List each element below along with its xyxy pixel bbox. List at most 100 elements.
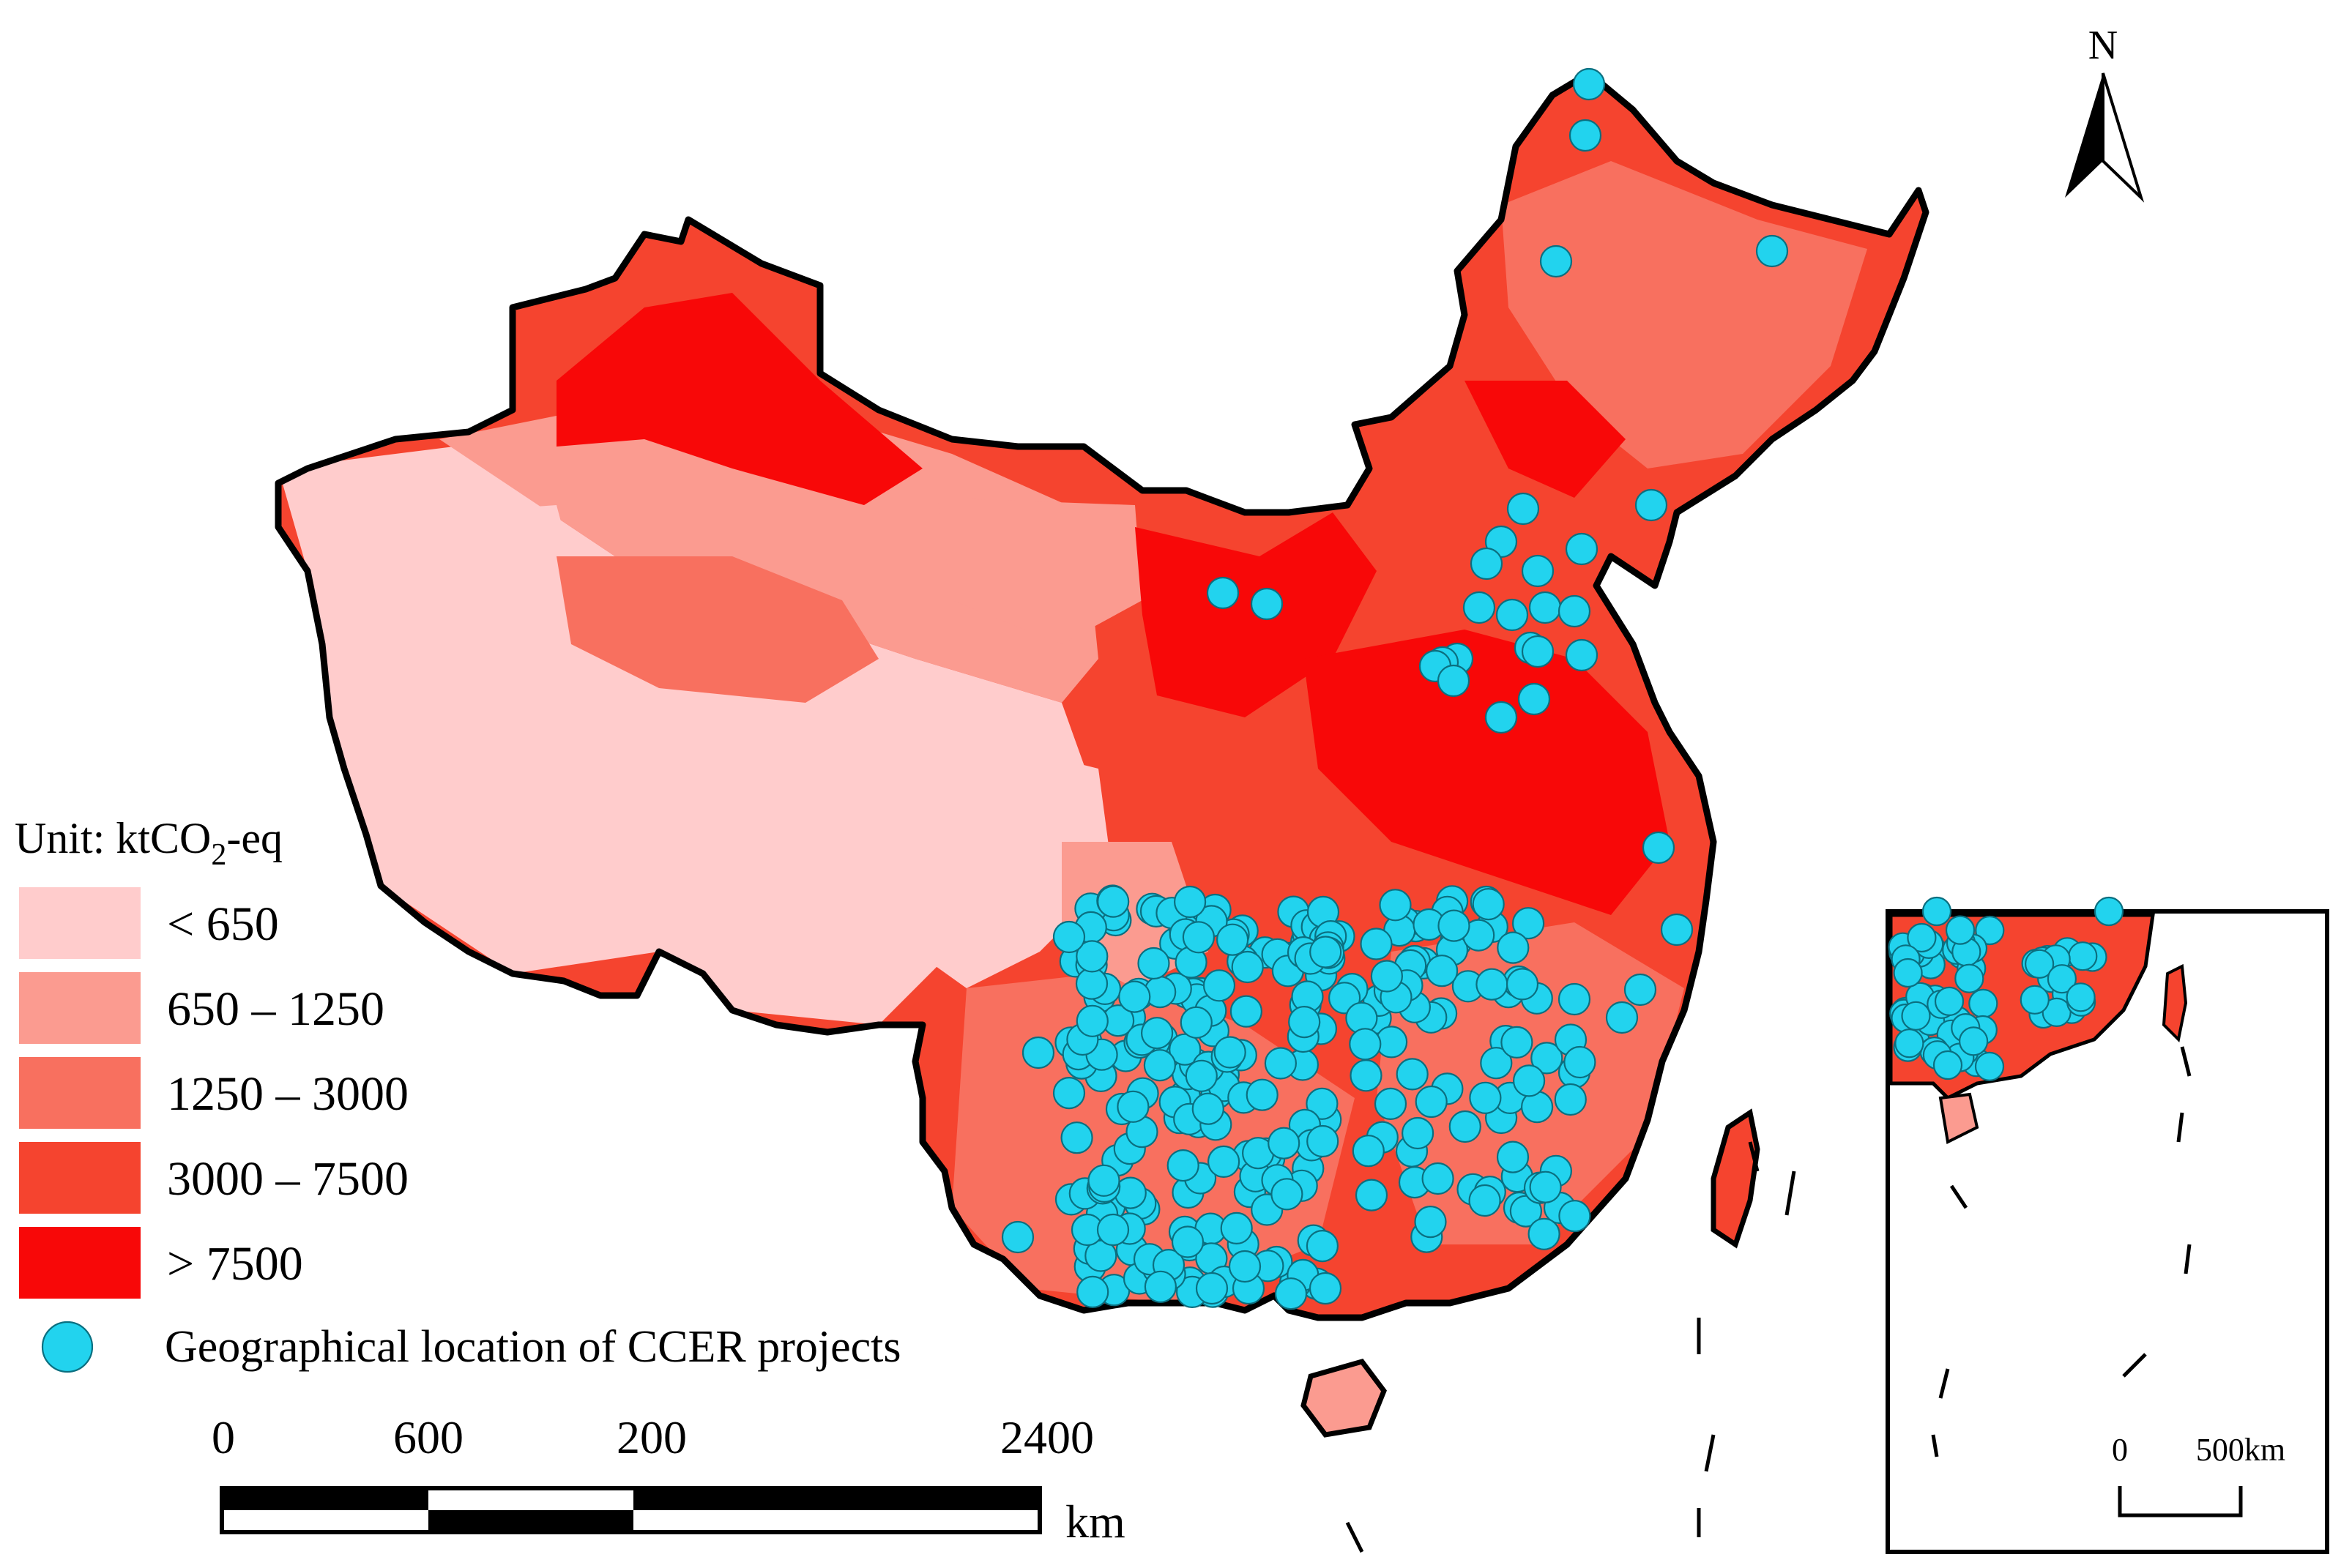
region-xinjiang-north-high [557, 293, 923, 505]
island-taiwan [1711, 1108, 1760, 1249]
ccer-project-point [1207, 1145, 1240, 1179]
ccer-project-point [1229, 995, 1263, 1028]
ccer-project-point [1521, 635, 1555, 668]
inset-ccer-project-point [1959, 1026, 1989, 1056]
ccer-project-point [1021, 1036, 1055, 1069]
ccer-project-point [1506, 968, 1539, 1001]
scale-bar: 0 600 200 2400 km [212, 1411, 1125, 1548]
inset-scale-bar [2118, 1486, 2243, 1517]
legend-class-label-2: 1250 – 3000 [167, 1067, 409, 1121]
legend-point-symbol [41, 1321, 94, 1373]
ccer-project-point [1171, 1225, 1205, 1258]
ccer-project-point [1220, 1212, 1253, 1245]
ccer-project-point [1180, 1006, 1213, 1039]
ccer-project-point [1052, 1076, 1086, 1110]
legend-point-label: Geographical location of CCER projects [165, 1322, 901, 1372]
inset-ccer-project-point [1893, 957, 1923, 988]
ccer-project-point [1370, 960, 1404, 993]
legend-class-label-3: 3000 – 7500 [167, 1152, 409, 1206]
ccer-project-point [1270, 1178, 1303, 1211]
ccer-project-point [1169, 1033, 1202, 1066]
ccer-project-point [1425, 955, 1459, 988]
scale-tick-1: 600 [393, 1411, 464, 1463]
ccer-project-point [1415, 1085, 1448, 1119]
inset-ccer-project-point [1968, 988, 1998, 1019]
ccer-project-point [1605, 1001, 1639, 1034]
ccer-project-point [1250, 587, 1284, 621]
legend-swatch-3 [19, 1142, 141, 1214]
ccer-project-point [1414, 1205, 1447, 1239]
ccer-project-point [1557, 594, 1591, 628]
inset-ccer-project-point [1945, 915, 1976, 945]
ccer-project-point [1349, 1028, 1382, 1061]
ccer-project-point [1144, 1270, 1177, 1303]
scale-tick-3: 2400 [1000, 1411, 1094, 1463]
scale-tick-0: 0 [212, 1411, 235, 1463]
ccer-project-point [1352, 1135, 1385, 1168]
ccer-project-point [1527, 1217, 1560, 1250]
inset-scale-tick-0: 0 [2112, 1432, 2128, 1468]
ccer-project-point [1096, 1213, 1130, 1247]
islands-layer [1300, 1108, 1796, 1553]
ccer-project-point [1118, 980, 1151, 1013]
ccer-project-point [1495, 598, 1529, 632]
ccer-project-point [1306, 1229, 1339, 1263]
ccer-project-point [1572, 67, 1606, 101]
ccer-project-point [1554, 1083, 1587, 1116]
ccer-project-point [1437, 664, 1470, 698]
inset-hainan [1938, 1092, 1979, 1144]
ccer-project-point [1350, 1059, 1382, 1092]
ccer-project-point [1076, 1004, 1109, 1037]
inset-ccer-project-point [2042, 997, 2072, 1028]
ccer-project-point [1355, 1179, 1388, 1212]
ccer-project-point [1634, 488, 1668, 522]
ccer-project-point [1228, 1250, 1262, 1283]
ccer-project-point [1360, 927, 1393, 960]
ccer-project-points [1001, 67, 1789, 1310]
ccer-project-point [1075, 967, 1109, 1000]
ccer-project-point [1512, 907, 1545, 940]
ccer-project-point [1191, 1092, 1224, 1125]
scale-bar-segment-1 [222, 1488, 428, 1510]
inset-ccer-project-point [1921, 896, 1952, 927]
region-west-mid [439, 395, 1098, 703]
legend-swatch-0 [19, 887, 141, 959]
ccer-project-point [1374, 1087, 1407, 1121]
ccer-project-point [1001, 1220, 1035, 1254]
scale-bar-segment-2 [428, 1510, 633, 1532]
ccer-project-point [1565, 638, 1598, 672]
north-arrow: N [2065, 23, 2145, 203]
inset-ccer-project-point [1954, 963, 1984, 993]
legend-unit-label: Unit: ktCO2-eq [15, 814, 283, 872]
legend-swatch-2 [19, 1057, 141, 1129]
legend: Unit: ktCO2-eq < 650 650 – 1250 1250 – 300… [15, 814, 901, 1373]
ccer-project-point [1213, 1036, 1246, 1069]
region-gansu-low [937, 498, 1142, 644]
ccer-project-point [1246, 1078, 1279, 1111]
ccer-project-point [1173, 885, 1207, 919]
ccer-project-point [1206, 576, 1240, 610]
ccer-project-point [1076, 940, 1109, 973]
ccer-project-point [1529, 1171, 1562, 1203]
ccer-project-point [1448, 1110, 1481, 1143]
ccer-project-point [1052, 920, 1086, 954]
ccer-project-point [1475, 968, 1508, 1001]
ccer-project-point [1517, 682, 1551, 716]
island-hainan [1300, 1358, 1387, 1438]
inset-ccer-project-point [2047, 964, 2077, 994]
ccer-project-point [1496, 1140, 1530, 1173]
legend-swatch-4 [19, 1227, 141, 1299]
inset-ccer-project-point [2025, 949, 2055, 979]
ccer-project-point [1140, 1017, 1174, 1050]
ccer-project-point [1288, 1005, 1321, 1039]
ccer-project-point [1195, 1272, 1229, 1305]
legend-class-label-0: < 650 [167, 897, 279, 951]
region-tarim-low [454, 505, 586, 732]
ccer-project-point [1264, 1047, 1298, 1080]
ccer-project-point [1185, 1059, 1218, 1092]
ccer-project-point [1557, 982, 1591, 1016]
north-arrow-icon [2065, 73, 2103, 198]
inset-ccer-points [1888, 896, 2124, 1082]
ccer-project-point [1521, 554, 1555, 588]
